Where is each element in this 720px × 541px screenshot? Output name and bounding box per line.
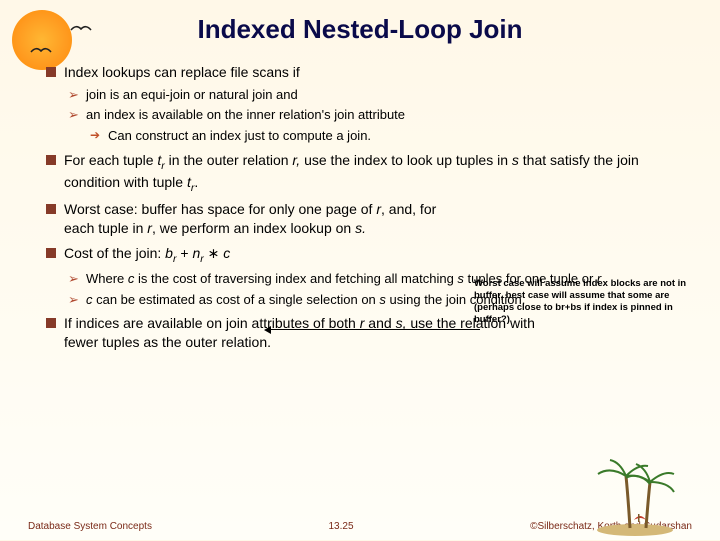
text: ∗ — [204, 245, 224, 261]
var: b — [165, 245, 173, 261]
bullet-l1: Worst case: buffer has space for only on… — [46, 200, 690, 238]
text: For each tuple — [64, 152, 157, 168]
slide-title: Indexed Nested-Loop Join — [0, 0, 720, 45]
bullet-l2: join is an equi-join or natural join and — [68, 86, 690, 104]
bullet-l2: an index is available on the inner relat… — [68, 106, 690, 124]
bullet-l1: Index lookups can replace file scans if — [46, 63, 690, 82]
bullet-l1: Cost of the join: br + nr ∗ c — [46, 244, 690, 266]
footer-left: Database System Concepts — [28, 521, 152, 532]
var: c — [223, 245, 230, 261]
text: is the cost of traversing index and fetc… — [134, 271, 457, 286]
bullet-l1: For each tuple tr in the outer relation … — [46, 151, 690, 195]
annotation-arrow — [270, 329, 480, 330]
text: can be estimated as cost of a single sel… — [93, 292, 380, 307]
text: , we perform an index lookup on — [152, 220, 355, 236]
annotation-note: Worst case will assume index blocks are … — [474, 278, 694, 326]
footer-center: 13.25 — [329, 521, 354, 532]
bullet-l3: Can construct an index just to compute a… — [90, 127, 690, 145]
text: in the outer relation — [165, 152, 293, 168]
text: Worst case: buffer has space for only on… — [64, 201, 376, 217]
palm-decoration — [590, 456, 680, 536]
var: s — [512, 152, 519, 168]
text: Cost of the join: — [64, 245, 165, 261]
text: Where — [86, 271, 128, 286]
text: + — [176, 245, 192, 261]
text: use the index to look up tuples in — [300, 152, 512, 168]
var: s. — [355, 220, 366, 236]
text: . — [194, 174, 198, 190]
